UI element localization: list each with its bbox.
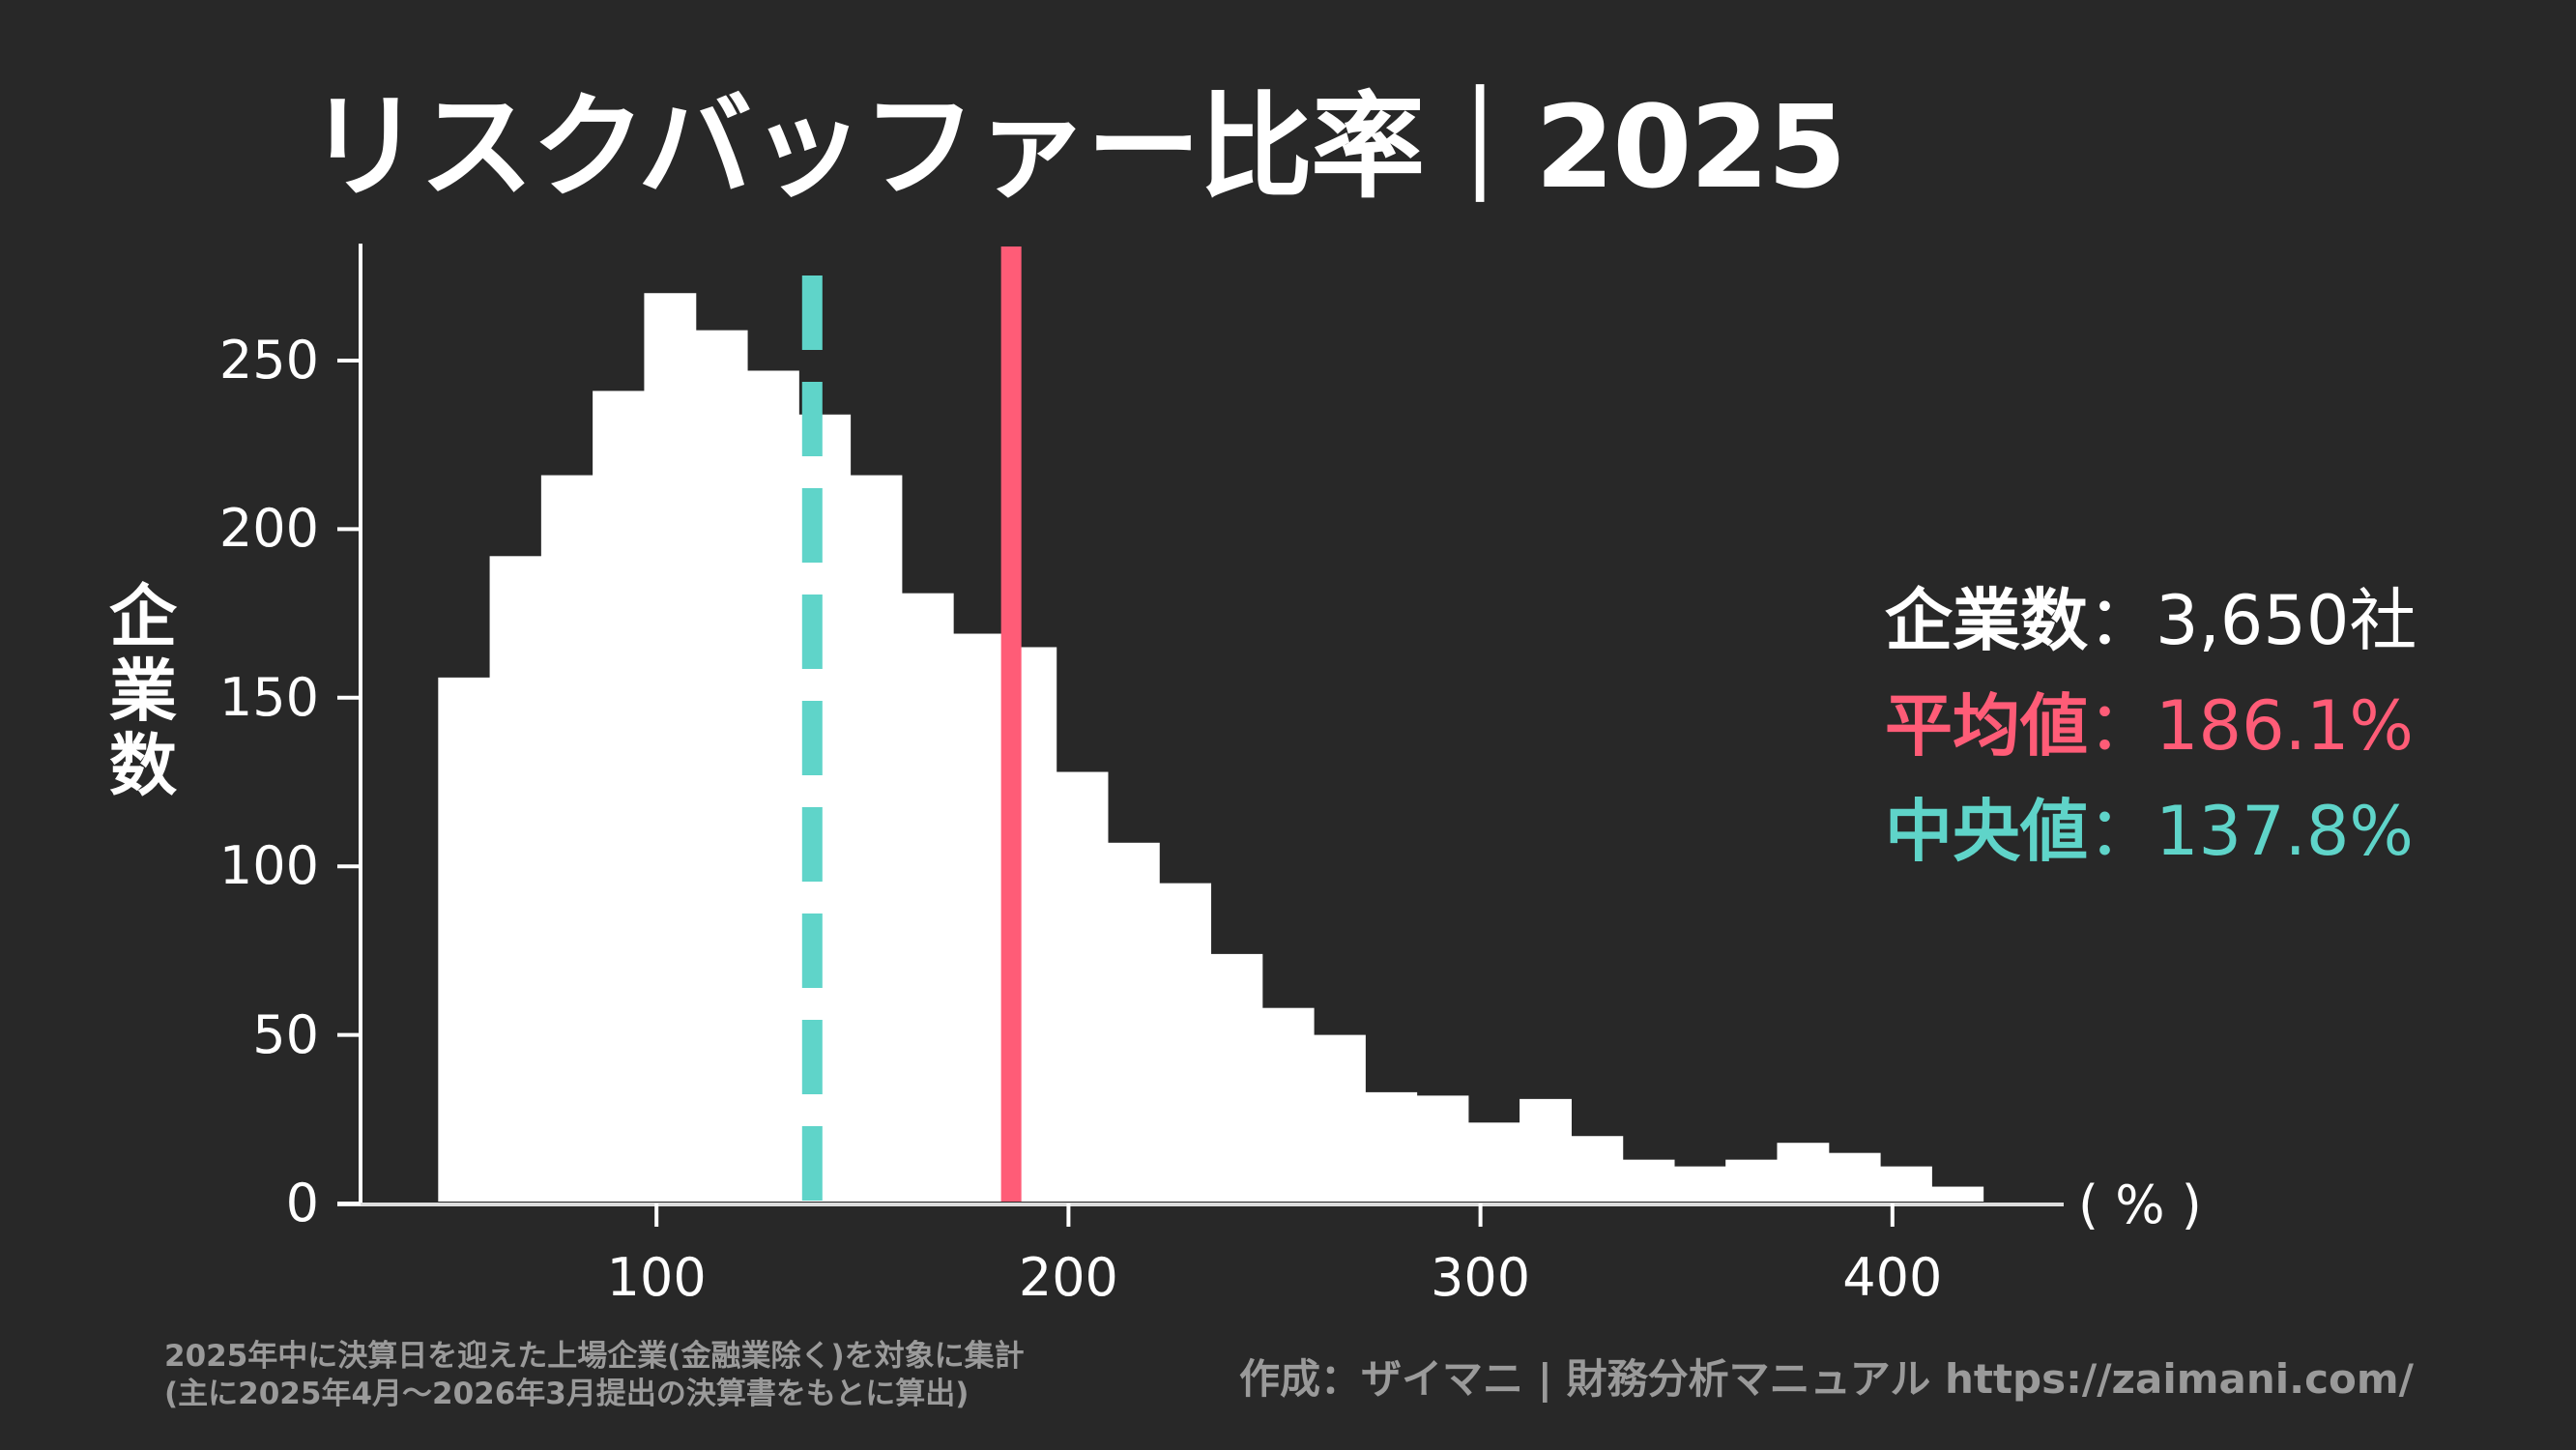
histogram-bar (953, 633, 1005, 1202)
chart-title: リスクバッファー比率｜2025 (307, 80, 1847, 214)
histogram-bar (1777, 1143, 1830, 1202)
footnote-line-2: (主に2025年4月〜2026年3月提出の決算書をもとに算出) (164, 1377, 970, 1412)
histogram-bar (1107, 842, 1160, 1202)
histogram-bar (1828, 1152, 1881, 1202)
reference-lines (801, 246, 1022, 1202)
histogram-bar (1673, 1166, 1726, 1202)
histogram-bar (438, 677, 491, 1202)
histogram-bar (746, 370, 799, 1202)
stat-count-value: 3,650社 (2156, 581, 2417, 660)
stat-mean: 平均値：186.1% (1885, 692, 2414, 760)
stat-mean-label: 平均値 (1885, 686, 2088, 766)
y-axis-label-char: 数 (109, 726, 177, 805)
stat-mean-value: 186.1% (2156, 686, 2414, 766)
stat-count-sep: ： (2088, 581, 2156, 660)
y-tick-label: 50 (252, 1003, 319, 1065)
histogram-bar (901, 593, 954, 1202)
histogram-bar (1159, 883, 1212, 1202)
x-tick-label: 400 (1842, 1247, 1943, 1308)
y-tick-label: 250 (218, 330, 319, 391)
histogram-bar (1571, 1136, 1624, 1202)
histogram-bars (438, 293, 1984, 1203)
histogram-bar (850, 475, 903, 1202)
stat-median-sep: ： (2088, 792, 2156, 871)
histogram-bar (1725, 1159, 1779, 1202)
y-tick-label: 150 (218, 666, 319, 728)
histogram-bar (644, 293, 697, 1202)
credit-text: 作成：ザイマニ | 財務分析マニュアル https://zaimani.com/ (1239, 1355, 2414, 1403)
y-axis-label-char: 企 (109, 577, 177, 656)
y-tick-label: 200 (218, 498, 319, 560)
histogram-bar (1622, 1159, 1675, 1202)
y-tick-label: 0 (285, 1173, 319, 1233)
histogram-bar (1365, 1091, 1418, 1202)
x-tick-label: 200 (1018, 1247, 1118, 1308)
histogram-bar (1520, 1098, 1572, 1202)
histogram-bar (593, 391, 646, 1203)
histogram-bar (695, 330, 748, 1202)
y-tick-label: 100 (218, 835, 319, 897)
stat-company-count: 企業数：3,650社 (1885, 587, 2417, 654)
histogram-bar (1467, 1122, 1520, 1202)
histogram-bar (1880, 1166, 1932, 1202)
histogram-bar (1056, 771, 1109, 1202)
histogram-bar (1210, 953, 1263, 1202)
stat-median-value: 137.8% (2156, 792, 2414, 871)
y-axis-label-char: 業 (109, 652, 177, 731)
histogram-bar (1261, 1007, 1315, 1202)
stat-median-label: 中央値 (1885, 792, 2088, 871)
footnote-line-1: 2025年中に決算日を迎えた上場企業(金融業除く)を対象に集計 (164, 1339, 1025, 1374)
x-axis-unit-label: ( % ) (2078, 1174, 2202, 1235)
histogram-bar (1931, 1186, 1984, 1202)
stat-count-label: 企業数 (1885, 581, 2088, 660)
histogram-bar (489, 556, 542, 1202)
stat-mean-sep: ： (2088, 686, 2156, 766)
histogram-bar (540, 475, 593, 1202)
histogram-bar (1416, 1095, 1469, 1202)
footnote: 2025年中に決算日を迎えた上場企業(金融業除く)を対象に集計 (主に2025年… (164, 1338, 1025, 1414)
y-axis-label: 企 業 数 (104, 580, 182, 803)
x-tick-label: 300 (1431, 1247, 1531, 1308)
histogram-bar (1313, 1034, 1366, 1202)
stat-median: 中央値：137.8% (1885, 798, 2414, 865)
axes (337, 244, 2064, 1227)
x-tick-label: 100 (606, 1247, 707, 1308)
